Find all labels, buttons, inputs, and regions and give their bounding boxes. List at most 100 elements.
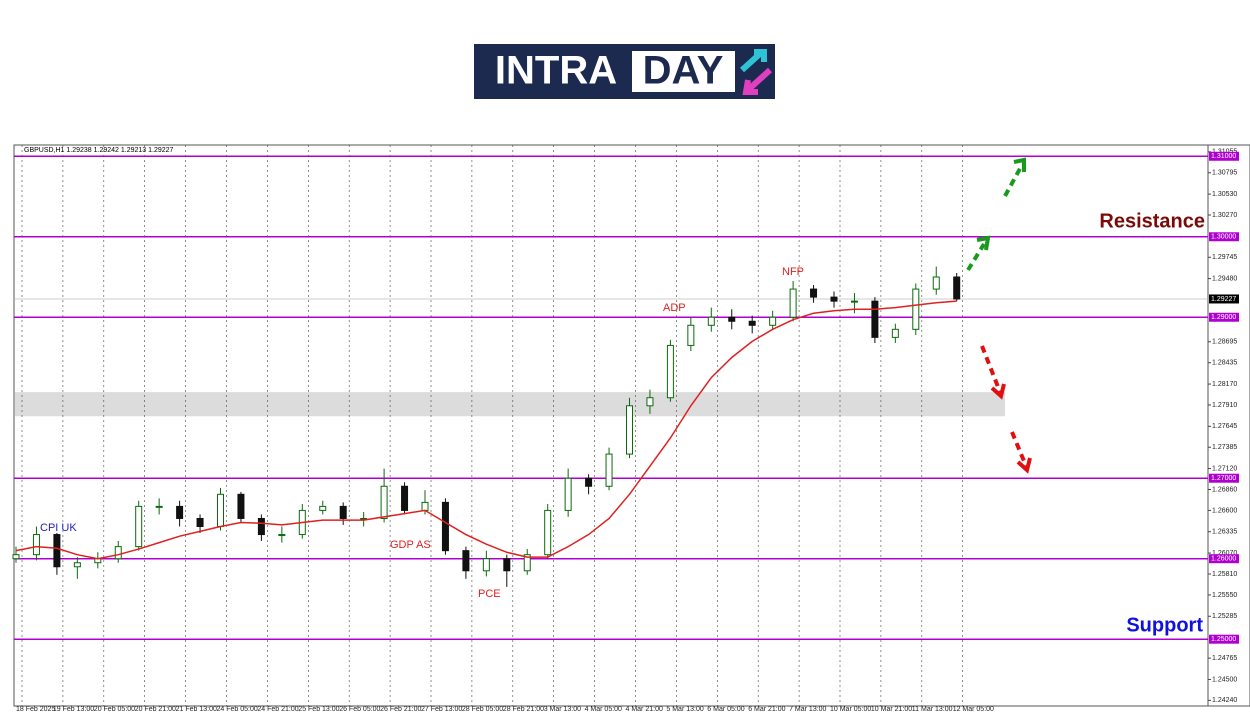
y-tick-label: 1.26335 [1212,529,1237,536]
candle-body [932,276,940,290]
candle-body [891,328,899,338]
x-tick-label: 18 Feb 2025 [16,706,55,713]
x-tick-label: 28 Feb 05:00 [462,706,503,713]
y-tick-label: 1.28435 [1212,360,1237,367]
y-tick-label: 1.25810 [1212,571,1237,578]
candle-body [953,276,961,300]
y-tick-label: 1.28695 [1212,339,1237,346]
x-tick-label: 4 Mar 05:00 [585,706,622,713]
y-tick-label: 1.25285 [1212,613,1237,620]
x-tick-label: 25 Feb 13:00 [298,706,339,713]
y-tick-label: 1.29745 [1212,254,1237,261]
x-tick-label: 21 Feb 13:00 [176,706,217,713]
candle-body [666,344,674,399]
candle-body [441,501,449,552]
candle-body [196,517,204,528]
y-tick-label: 1.27120 [1212,465,1237,472]
y-tick-label: 1.24240 [1212,697,1237,704]
y-tick-label: 1.24765 [1212,655,1237,662]
candle-body [646,397,654,407]
annotation: GDP AS [390,539,431,551]
y-tick-label: 1.29480 [1212,275,1237,282]
chart-header: GBPUSD,H1 1.29238 1.29242 1.29213 1.2922… [24,147,174,154]
level-label: 1.27000 [1211,475,1236,482]
candle-body [789,288,797,318]
logo: INTRA DAY [474,44,775,99]
level-label: 1.29000 [1211,314,1236,321]
candle-body [278,534,286,537]
candle-body [728,316,736,322]
candle-body [503,558,511,572]
x-tick-label: 6 Mar 05:00 [707,706,744,713]
y-tick-label: 1.24500 [1212,676,1237,683]
y-tick-label: 1.30270 [1212,212,1237,219]
y-tick-label: 1.30530 [1212,191,1237,198]
zone [15,392,1005,417]
moving-average [15,300,957,560]
annotation: PCE [478,588,501,600]
x-tick-label: 7 Mar 13:00 [789,706,826,713]
arrow-down-1 [980,345,1002,393]
annotation: ADP [663,302,686,314]
scenario-arrows [966,157,1032,474]
x-tick-label: 10 Mar 05:00 [830,706,871,713]
candle-body [850,300,858,303]
logo-arrow-down [742,67,773,95]
level-label: 1.30000 [1211,234,1236,241]
level-box [1209,312,1239,322]
candle-body [257,517,265,536]
x-tick-label: 20 Feb 21:00 [135,706,176,713]
candle-body [319,505,327,511]
logo-arrow-up [739,49,767,73]
candle-body [176,505,184,519]
y-tick-label: 1.27385 [1212,444,1237,451]
resistance-label: Resistance [1099,210,1205,232]
y-tick-label: 1.25550 [1212,592,1237,599]
candle-body [401,485,409,511]
arrow-down-2 [1010,431,1028,467]
y-tick-label: 1.26070 [1212,550,1237,557]
x-tick-label: 19 Feb 13:00 [53,706,94,713]
annotation: NFP [782,266,804,278]
y-tick-label: 1.26860 [1212,486,1237,493]
support-label: Support [1126,614,1203,636]
x-tick-label: 27 Feb 13:00 [421,706,462,713]
arrow-head [990,383,1006,400]
x-tick-label: 24 Feb 21:00 [257,706,298,713]
candle-body [380,485,388,519]
candle-body [73,562,81,568]
y-tick-label: 1.28170 [1212,381,1237,388]
y-tick-label: 1.27910 [1212,402,1237,409]
candle-body [237,493,245,519]
x-tick-label: 10 Mar 21:00 [871,706,912,713]
candle-body [912,288,920,330]
candle-body [53,534,61,568]
level-box [1209,232,1239,242]
current-price-box [1209,294,1239,304]
x-tick-label: 5 Mar 13:00 [666,706,703,713]
candle-body [12,554,20,560]
candle-body [707,316,715,326]
candle-body [564,477,572,511]
candle-body [871,300,879,338]
candle-body [810,288,818,298]
x-tick-label: 12 Mar 05:00 [953,706,994,713]
candle-body [687,324,695,346]
candle-body [217,493,224,528]
x-tick-label: 4 Mar 21:00 [626,706,663,713]
candle-body [421,501,429,511]
arrow-head [976,235,991,251]
candle-body [339,505,347,519]
candle-body [605,453,613,487]
x-tick-label: 26 Feb 21:00 [380,706,421,713]
logo-left: INTRA [495,49,617,93]
candle-body [482,558,490,572]
level-box [1209,151,1239,161]
x-tick-label: 28 Feb 21:00 [503,706,544,713]
x-tick-label: 26 Feb 05:00 [339,706,380,713]
arrow-head [1016,457,1032,474]
y-tick-label: 1.27645 [1212,423,1237,430]
level-box [1209,473,1239,483]
x-tick-label: 20 Feb 05:00 [94,706,135,713]
